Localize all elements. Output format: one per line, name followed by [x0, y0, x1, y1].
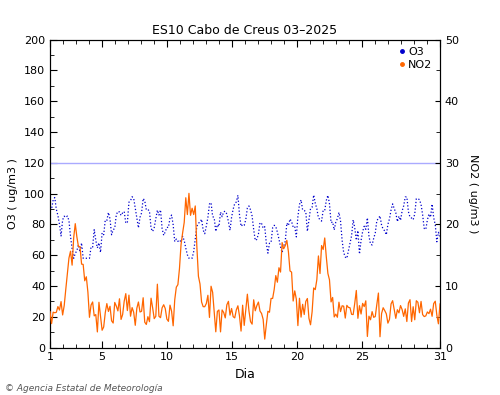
X-axis label: Dia: Dia	[234, 368, 256, 381]
Y-axis label: O3 ( ug/m3 ): O3 ( ug/m3 )	[8, 158, 18, 229]
Y-axis label: NO2 ( ug/m3 ): NO2 ( ug/m3 )	[468, 154, 478, 233]
Title: ES10 Cabo de Creus 03–2025: ES10 Cabo de Creus 03–2025	[152, 24, 338, 37]
Legend: O3, NO2: O3, NO2	[397, 45, 434, 72]
Text: © Agencia Estatal de Meteorología: © Agencia Estatal de Meteorología	[5, 384, 162, 393]
